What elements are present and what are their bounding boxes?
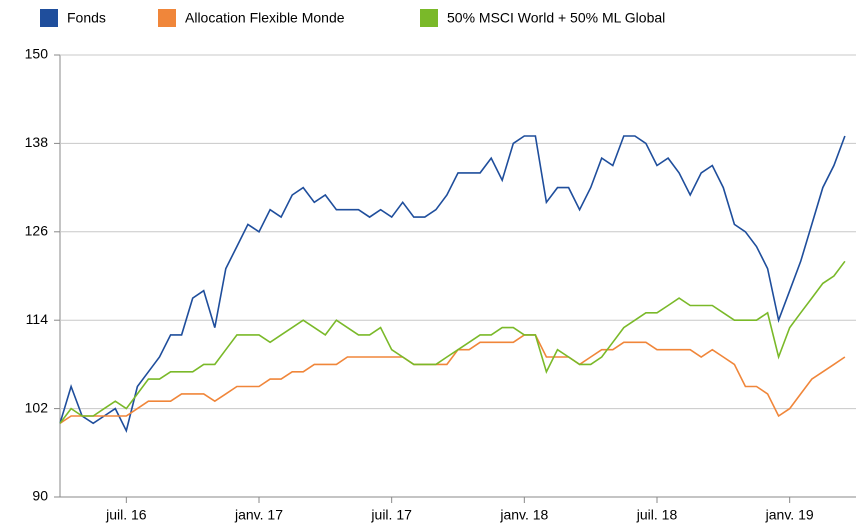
y-tick-label: 102 xyxy=(25,399,49,415)
legend-label: Fonds xyxy=(67,10,106,26)
y-tick-label: 126 xyxy=(25,223,49,239)
y-tick-label: 150 xyxy=(25,46,49,62)
y-tick-label: 114 xyxy=(26,311,49,327)
legend-label: Allocation Flexible Monde xyxy=(185,10,345,26)
legend-label: 50% MSCI World + 50% ML Global xyxy=(447,10,665,26)
y-tick-label: 90 xyxy=(32,488,48,504)
series-line xyxy=(59,260,846,424)
x-tick-label: juil. 18 xyxy=(636,507,678,523)
y-tick-label: 138 xyxy=(25,134,49,150)
legend-swatch xyxy=(420,9,438,27)
series-line xyxy=(59,334,846,424)
x-tick-label: juil. 16 xyxy=(105,507,147,523)
x-tick-label: janv. 17 xyxy=(234,507,283,523)
x-tick-label: juil. 17 xyxy=(370,507,412,523)
legend-swatch xyxy=(40,9,58,27)
x-tick-label: janv. 19 xyxy=(765,507,814,523)
legend-swatch xyxy=(158,9,176,27)
x-tick-label: janv. 18 xyxy=(499,507,548,523)
series-line xyxy=(59,135,846,433)
